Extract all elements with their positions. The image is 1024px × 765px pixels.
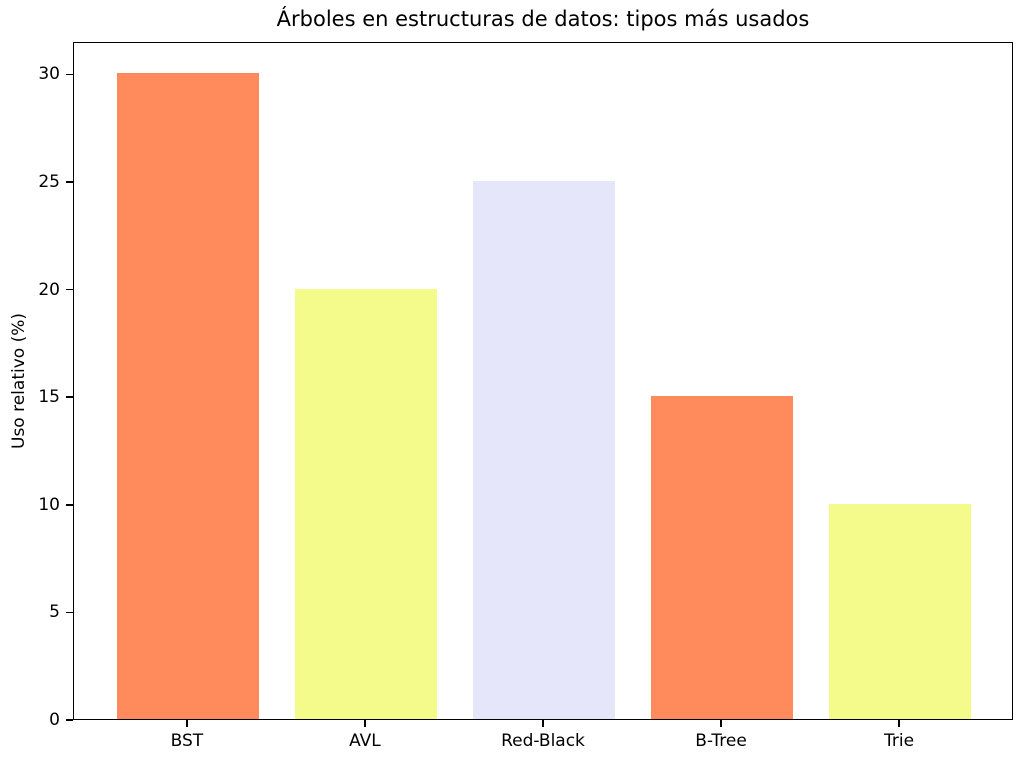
y-tick-label: 30: [38, 64, 60, 85]
y-tick-label: 20: [38, 279, 60, 300]
bar-avl: [294, 288, 438, 719]
x-tick-label-b-tree: B-Tree: [695, 731, 747, 751]
y-tick-label: 0: [49, 710, 60, 730]
x-tick-mark: [898, 720, 900, 727]
plot-area: [73, 42, 1013, 720]
y-axis-label: Uso relativo (%): [9, 313, 29, 449]
y-tick-mark: [66, 719, 73, 721]
x-tick-mark: [186, 720, 188, 727]
y-tick-mark: [66, 181, 73, 183]
x-tick-label-red-black: Red-Black: [501, 731, 585, 751]
bar-red-black: [472, 180, 616, 719]
y-tick-label: 25: [38, 171, 60, 192]
y-tick-mark: [66, 611, 73, 614]
bar-trie: [828, 503, 972, 719]
y-tick-mark: [66, 504, 73, 506]
y-tick-mark: [66, 73, 73, 76]
y-tick-mark: [66, 288, 73, 291]
x-tick-mark: [364, 720, 366, 727]
bar-bst: [116, 73, 260, 719]
x-tick-mark: [720, 720, 722, 727]
bar-b-tree: [650, 396, 794, 719]
y-tick-mark: [66, 396, 73, 398]
x-tick-label-avl: AVL: [349, 731, 381, 751]
x-tick-label-trie: Trie: [884, 731, 915, 751]
y-tick-label: 10: [38, 494, 60, 515]
x-tick-label-bst: BST: [170, 731, 204, 751]
y-tick-label: 5: [49, 602, 60, 623]
x-tick-mark: [542, 720, 544, 727]
y-tick-label: 15: [38, 387, 60, 408]
chart-title: Árboles en estructuras de datos: tipos m…: [276, 7, 810, 31]
